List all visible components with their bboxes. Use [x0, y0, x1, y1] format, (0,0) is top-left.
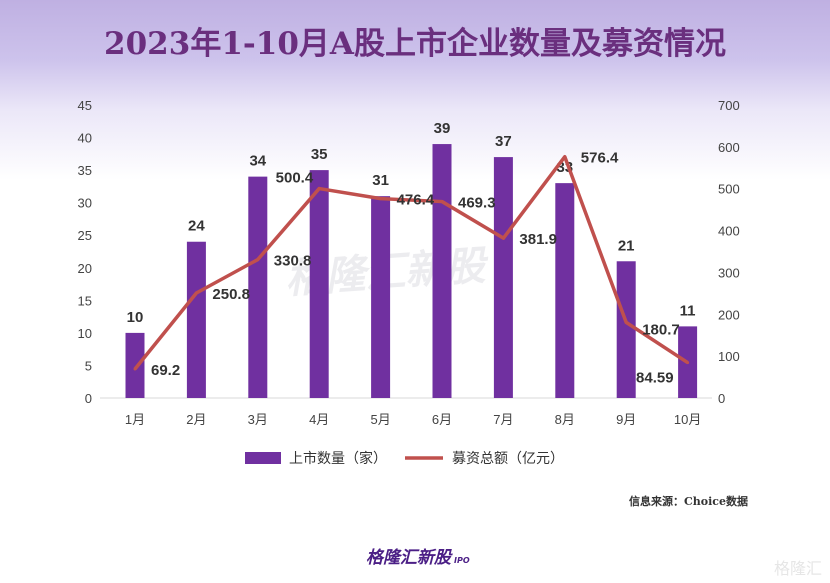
y-left-tick: 40: [78, 131, 92, 146]
logo-sub: IPO: [454, 556, 470, 565]
line-point: [317, 187, 321, 191]
y-left-tick: 45: [78, 98, 92, 113]
y-left-tick: 20: [78, 261, 92, 276]
bar-label: 39: [434, 120, 451, 137]
line-label: 250.8: [212, 286, 250, 303]
logo-text: 格隆汇新股: [366, 548, 451, 568]
line-point: [440, 200, 444, 204]
line-label: 180.7: [642, 321, 680, 338]
y-left-tick: 30: [78, 196, 92, 211]
bar-label: 31: [372, 172, 389, 189]
line-point: [379, 197, 383, 201]
y-left-tick: 5: [85, 358, 92, 373]
bar: [186, 241, 206, 398]
line-label: 576.4: [581, 150, 619, 167]
line-point: [133, 367, 137, 371]
line-label: 469.3: [458, 195, 496, 212]
legend-line-label: 募资总额（亿元）: [452, 451, 564, 467]
y-left-tick: 25: [78, 228, 92, 243]
y-right-tick: 300: [718, 265, 740, 280]
line-point: [194, 291, 198, 295]
x-tick: 2月: [186, 412, 206, 427]
bar-label: 10: [127, 309, 144, 326]
line-label: 84.59: [636, 370, 674, 387]
bar-label: 21: [618, 237, 635, 254]
x-tick: 5月: [370, 412, 390, 427]
y-right-tick: 600: [718, 140, 740, 155]
bar: [555, 183, 575, 398]
line-series: [133, 154, 689, 371]
y-right-tick: 500: [718, 182, 740, 197]
y-right-tick: 400: [718, 224, 740, 239]
bar: [371, 196, 391, 398]
x-tick: 6月: [432, 412, 452, 427]
y-right-tick: 200: [718, 307, 740, 322]
line-point: [256, 258, 260, 262]
x-tick: 3月: [248, 412, 268, 427]
y-left-tick: 35: [78, 163, 92, 178]
bar-label: 35: [311, 146, 328, 163]
x-tick: 10月: [674, 412, 701, 427]
bar-label: 37: [495, 133, 512, 150]
line-point: [501, 236, 505, 240]
bar: [309, 170, 329, 398]
legend-bar-label: 上市数量（家）: [289, 450, 387, 467]
x-tick: 7月: [493, 412, 513, 427]
y-right-tick: 0: [718, 391, 725, 406]
legend-bar-swatch: [245, 452, 281, 464]
y-left-tick: 10: [78, 326, 92, 341]
chart-title: 2023年1-10月A股上市企业数量及募资情况: [104, 26, 726, 62]
y-left-tick: 15: [78, 293, 92, 308]
brand-logo: 格隆汇新股 IPO: [366, 543, 470, 568]
line-point: [624, 320, 628, 324]
corner-watermark: 格隆汇: [773, 559, 822, 578]
bar-label: 24: [188, 218, 205, 235]
x-tick: 8月: [555, 412, 575, 427]
y-right-tick: 700: [718, 98, 740, 113]
bar: [248, 176, 268, 398]
bar: [616, 261, 636, 398]
line-point: [686, 361, 690, 365]
x-tick: 4月: [309, 412, 329, 427]
y-right-tick: 100: [718, 349, 740, 364]
line-point: [563, 155, 567, 159]
bar: [432, 144, 452, 398]
bar: [493, 157, 513, 398]
x-tick: 9月: [616, 412, 636, 427]
line-label: 69.2: [151, 362, 180, 379]
y-left-tick: 0: [85, 391, 92, 406]
source-note: 信息来源：Choice数据: [629, 495, 748, 508]
bar-label: 11: [680, 302, 696, 319]
line-label: 381.9: [519, 231, 557, 248]
line-label: 500.4: [276, 170, 314, 187]
line-label: 476.4: [397, 192, 435, 209]
x-tick: 1月: [125, 412, 145, 427]
bar-label: 34: [249, 153, 266, 170]
line-label: 330.8: [274, 253, 312, 270]
bar: [125, 332, 145, 398]
